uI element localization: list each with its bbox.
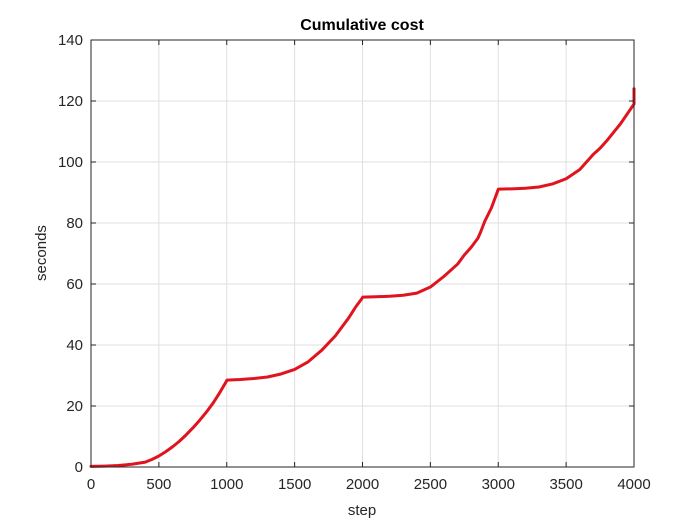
x-tick-label: 2500 <box>414 476 447 493</box>
y-tick-label: 60 <box>66 276 83 293</box>
x-tick-label: 2000 <box>346 476 379 493</box>
y-tick-label: 40 <box>66 337 83 354</box>
series-line-0 <box>89 87 636 468</box>
x-tick-label: 4000 <box>617 476 650 493</box>
x-tick-label: 500 <box>146 476 171 493</box>
series-layer <box>89 87 636 468</box>
x-tick-label: 0 <box>87 476 95 493</box>
y-tick-label: 20 <box>66 398 83 415</box>
chart-title: Cumulative cost <box>300 17 424 34</box>
y-axis-label: seconds <box>33 225 50 281</box>
x-tick-label: 3500 <box>549 476 582 493</box>
x-axis-label: step <box>348 502 376 519</box>
x-tick-label: 1000 <box>210 476 243 493</box>
y-tick-label: 0 <box>75 459 83 476</box>
x-tick-label: 3000 <box>482 476 515 493</box>
y-tick-label: 100 <box>58 154 83 171</box>
tick-layer: 0 500 1000 1500 2000 2500 3000 3500 4000 0 20 40 60 8… <box>58 32 651 493</box>
y-tick-label: 140 <box>58 32 83 49</box>
y-tick-label: 80 <box>66 215 83 232</box>
y-tick-label: 120 <box>58 93 83 110</box>
x-tick-label: 1500 <box>278 476 311 493</box>
